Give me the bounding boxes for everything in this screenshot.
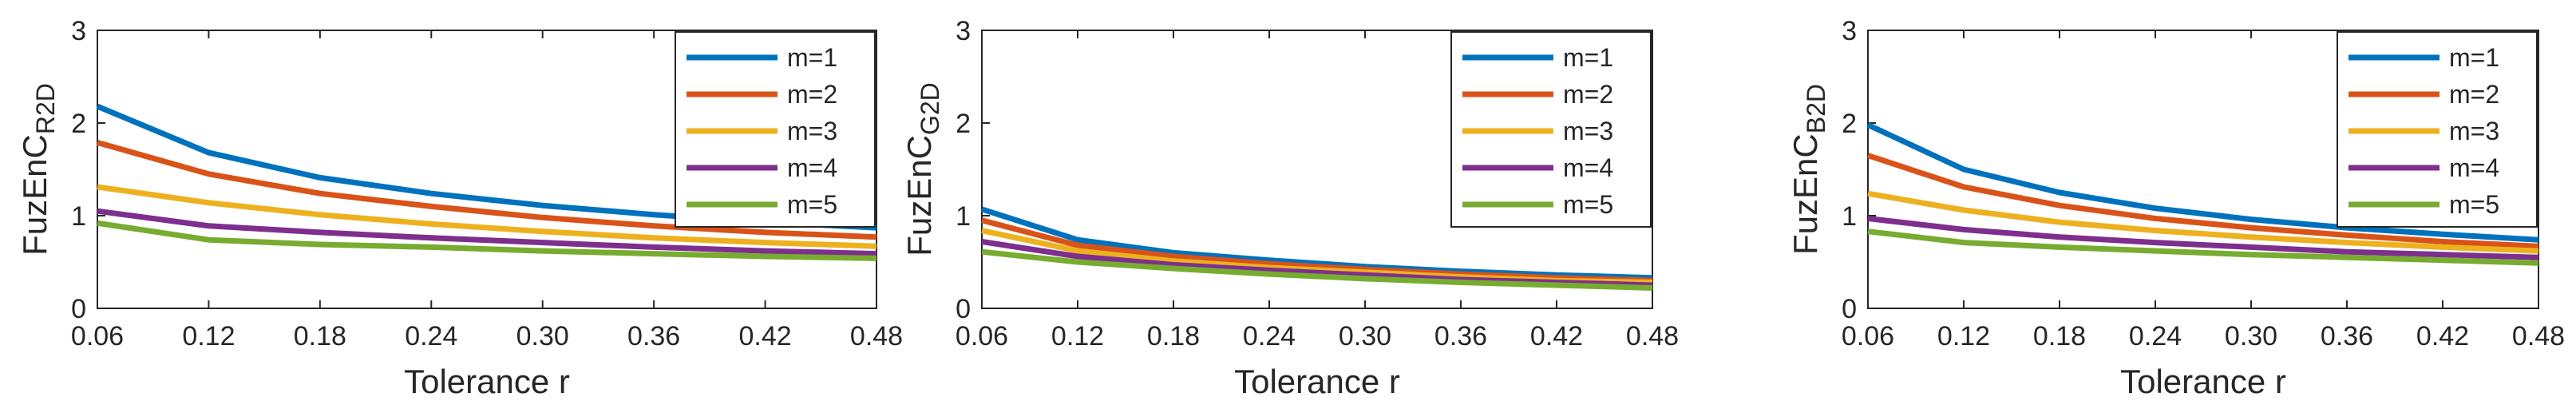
series-line-m3 [97,184,877,249]
x-tick-label: 0.42 [1530,321,1583,351]
x-tick-label: 0.48 [2512,321,2565,351]
legend-label-m2: m=2 [787,80,837,109]
x-tick-label: 0.18 [1147,321,1200,351]
y-tick-label: 1 [956,201,971,232]
series-line-m1 [1866,122,2539,243]
x-tick-label: 0.42 [738,321,791,351]
x-axis-label: Tolerance r [2120,363,2286,400]
x-tick-label: 0.18 [2033,321,2086,351]
x-tick-label: 0.42 [2416,321,2469,351]
legend-label-m5: m=5 [2449,190,2499,219]
x-tick-label: 0.24 [2129,321,2182,351]
series-line-m5 [981,248,1653,291]
y-tick-label: 2 [1842,109,1857,139]
x-tick-label: 0.48 [1626,321,1679,351]
x-tick-label: 0.12 [1937,321,1990,351]
legend-label-m1: m=1 [1563,43,1613,72]
legend-label-m5: m=5 [1563,190,1613,219]
y-tick-label: 0 [1842,294,1857,324]
legend-label-m4: m=4 [1563,153,1613,182]
legend-label-m1: m=1 [2449,43,2499,72]
legend-label-m3: m=3 [1563,117,1613,145]
y-axis-label: FuzEnCR2D [16,83,60,256]
y-tick-label: 3 [956,16,971,46]
x-tick-label: 0.06 [71,321,124,351]
x-axis-label: Tolerance r [404,363,570,400]
x-tick-label: 0.30 [516,321,569,351]
legend-label-m4: m=4 [787,153,837,182]
series-line-m5 [97,220,877,261]
chart-panel-3: 0 1 2 3 0.06 0.12 0.18 0.24 0.30 0.36 0.42 0.48 Tole… [1787,16,2565,400]
legend-label-m2: m=2 [1563,80,1613,109]
series-line-m5 [1867,228,2539,266]
x-tick-label: 0.12 [182,321,235,351]
y-tick-label: 0 [956,294,971,324]
y-axis-label: FuzEnCG2D [900,82,944,256]
legend-label-m2: m=2 [2449,80,2499,109]
y-axis-label: FuzEnCB2D [1787,84,1830,255]
x-tick-label: 0.24 [1243,321,1296,351]
legend: m=1 m=2 m=3 m=4 m=5 [2337,31,2538,228]
y-tick-label: 1 [71,201,86,232]
x-tick-label: 0.30 [2225,321,2277,351]
x-tick-label: 0.36 [627,321,680,351]
x-tick-label: 0.12 [1051,321,1104,351]
x-tick-label: 0.06 [956,321,1008,351]
y-tick-label: 1 [1842,201,1857,232]
x-tick-label: 0.36 [1434,321,1487,351]
x-tick-label: 0.06 [1842,321,1894,351]
legend: m=1 m=2 m=3 m=4 m=5 [1450,31,1652,228]
x-tick-label: 0.36 [2321,321,2373,351]
y-tick-label: 3 [71,16,86,46]
x-tick-label: 0.24 [405,321,457,351]
legend-label-m1: m=1 [787,43,837,72]
series-line-m4 [1867,216,2539,260]
legend-label-m3: m=3 [2449,117,2499,145]
x-axis-label: Tolerance r [1234,363,1400,400]
x-tick-label: 0.30 [1339,321,1391,351]
chart-panel-2: 0 1 2 3 0.06 0.12 0.18 0.24 0.30 0.36 0.42 0.48 Tole… [900,16,1679,400]
y-tick-label: 2 [956,109,971,139]
y-tick-label: 3 [1842,16,1857,46]
y-tick-label: 0 [71,294,86,324]
legend: m=1 m=2 m=3 m=4 m=5 [675,31,876,228]
legend-label-m4: m=4 [2449,153,2499,182]
series-line-m2 [97,140,877,240]
legend-label-m3: m=3 [787,117,837,145]
x-tick-label: 0.18 [294,321,346,351]
series-line-m2 [1866,153,2539,249]
y-tick-label: 2 [71,109,86,139]
series-line-m3 [1867,190,2539,254]
x-tick-label: 0.48 [850,321,903,351]
series-line-m4 [97,208,877,257]
chart-panel-1: 0 1 2 3 0.06 0.12 0.18 0.24 0.30 0.36 0.42 0.48 Tole… [16,16,903,400]
legend-label-m5: m=5 [787,190,837,219]
